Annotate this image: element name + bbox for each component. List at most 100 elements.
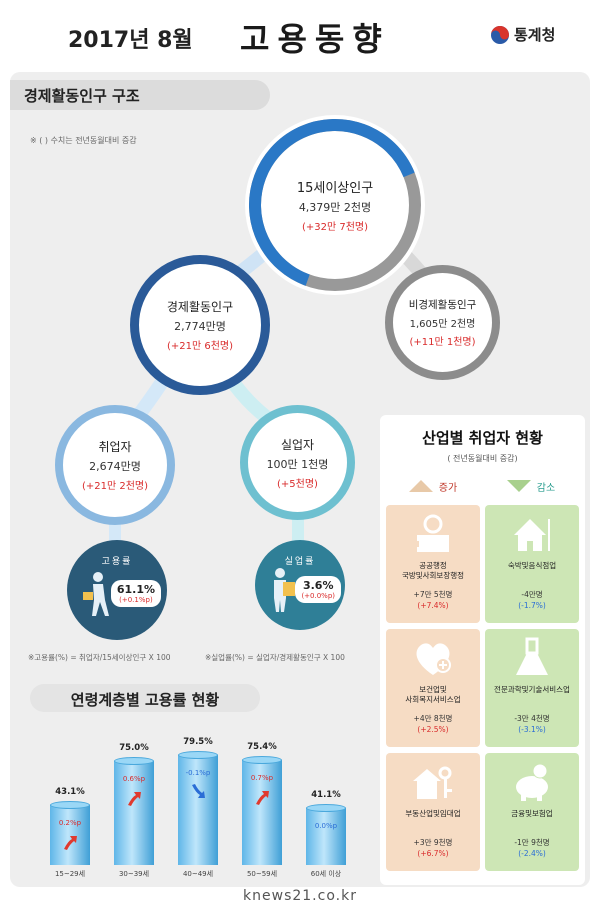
age-delta-label: 0.6%p	[122, 775, 146, 783]
trend-down-arrow-icon	[192, 784, 205, 798]
employed-change: (+21만 2천명)	[81, 481, 149, 492]
change-note: ※ ( ) 수치는 전년동월대비 증감	[30, 136, 137, 145]
age-bar: 75.0% 0.6%p 30~39세	[114, 715, 154, 885]
industry-change-value: +7만 5천명	[413, 590, 453, 599]
trend-up-arrow-icon	[128, 792, 141, 806]
age-bar: 79.5% -0.1%p 40~49세	[178, 715, 218, 885]
industry-name: 전문과학및기술서비스업	[494, 685, 570, 694]
trend-up-arrow-icon	[256, 791, 269, 805]
papers-icon	[417, 514, 449, 552]
employment-rate-label: 고용률	[101, 557, 133, 567]
industry-change-pct: (-3.1%)	[518, 725, 546, 734]
restaurant-icon	[514, 519, 550, 551]
age-rate-label: 75.0%	[119, 743, 149, 753]
population-15plus-value: 4,379만 2천명	[298, 201, 372, 214]
age-category-label: 60세 이상	[310, 870, 342, 878]
age-delta-label: 0.7%p	[250, 774, 274, 782]
industry-name: 부동산업및임대업	[405, 809, 461, 818]
statistics-korea-logo[interactable]: 통계청	[490, 24, 555, 45]
age-delta-label: 0.2%p	[58, 819, 82, 827]
age-bar-top	[114, 757, 154, 765]
econ-inactive-change: (+11만 1천명)	[409, 337, 476, 348]
heart-care-icon	[416, 643, 451, 675]
employment-rate-box: 61.1% (+0.1%p)	[110, 580, 161, 607]
econ-inactive-value: 1,605만 2천명	[409, 319, 476, 330]
triangle-down-icon	[506, 480, 531, 492]
age-delta-label: 0.0%p	[314, 822, 338, 830]
age-bar-body	[242, 760, 282, 865]
job-seeker-icon	[274, 568, 295, 612]
employed-value: 2,674만명	[89, 460, 141, 473]
unemployment-rate-formula: ※실업률(%) = 실업자/경제활동인구 X 100	[205, 653, 345, 662]
age-employment-chart: 43.1% 0.2%p 15~29세 75.0% 0.6%p 30~39세 79.5% -0.…	[20, 715, 365, 878]
unemployed-change: (+5천명)	[277, 478, 318, 490]
industry-subtitle: ( 전년동월대비 증감)	[447, 454, 518, 463]
industry-tile: 부동산업및임대업 +3만 9천명 (+6.7%)	[386, 753, 480, 871]
unemployment-rate-delta: (+0.0%p)	[301, 592, 335, 600]
employment-rate-circle: 고용률 61.1% (+0.1%p)	[67, 540, 167, 640]
increase-label: 증가	[438, 482, 458, 494]
employed-circle: 취업자 2,674만명 (+21만 2천명)	[55, 405, 175, 525]
industry-change-pct: (+7.4%)	[417, 601, 449, 610]
flask-icon	[516, 637, 548, 675]
population-15plus-label: 15세이상인구	[296, 181, 374, 196]
trend-up-arrow-icon	[64, 836, 77, 850]
unemployed-label: 실업자	[280, 437, 315, 452]
industry-name: 보건업및 사회복지서비스업	[405, 685, 461, 704]
industry-panel: 산업별 취업자 현황 ( 전년동월대비 증감) 증가 감소 공공행정 국방및사회…	[380, 415, 585, 885]
industry-change-pct: (+2.5%)	[417, 725, 449, 734]
age-bar: 41.1% 0.0%p 60세 이상	[306, 715, 346, 885]
population-15plus-change: (+32만 7천명)	[301, 222, 369, 233]
age-bar-top	[178, 751, 218, 759]
age-category-label: 15~29세	[54, 870, 86, 878]
increase-header: 증가	[388, 473, 478, 499]
industry-tile: 숙박및음식점업 -4만명 (-1.7%)	[485, 505, 579, 623]
econ-active-label: 경제활동인구	[166, 300, 234, 314]
industry-change-pct: (-2.4%)	[518, 849, 546, 858]
age-rate-label: 43.1%	[55, 787, 85, 797]
industry-name: 숙박및음식점업	[507, 561, 557, 570]
age-rate-label: 79.5%	[183, 737, 213, 747]
industry-change-value: -4만명	[521, 590, 543, 599]
header: 2017년 8월 고용동향 통계청	[0, 0, 600, 72]
page-title: 고용동향	[240, 20, 390, 58]
unemployment-rate-circle: 실업률 3.6% (+0.0%p)	[255, 540, 345, 630]
industry-title: 산업별 취업자 현황	[422, 429, 543, 447]
industry-change-pct: (-1.7%)	[518, 601, 546, 610]
age-bar: 43.1% 0.2%p 15~29세	[50, 715, 90, 885]
age-delta-label: -0.1%p	[185, 769, 211, 777]
industry-name: 금융및보험업	[511, 809, 553, 818]
unemployment-rate-box: 3.6% (+0.0%p)	[295, 576, 341, 603]
econ-active-change: (+21만 6천명)	[166, 341, 234, 352]
econ-active-value: 2,774만명	[174, 320, 226, 333]
industry-change-value: +3만 9천명	[413, 838, 453, 847]
decrease-label: 감소	[536, 482, 556, 494]
age-rate-label: 75.4%	[247, 742, 277, 752]
economically-inactive-circle: 비경제활동인구 1,605만 2천명 (+11만 1천명)	[385, 265, 500, 380]
report-date: 2017년 8월	[68, 28, 193, 53]
running-worker-icon	[83, 572, 109, 616]
watermark-url: knews21.co.kr	[243, 888, 357, 904]
age-bar: 75.4% 0.7%p 50~59세	[242, 715, 282, 885]
age-bar-body	[178, 755, 218, 865]
decrease-header: 감소	[486, 473, 576, 499]
industry-change-value: +4만 8천명	[413, 714, 453, 723]
taegeuk-logo-icon	[491, 25, 509, 44]
industry-change-pct: (+6.7%)	[417, 849, 449, 858]
employment-rate-delta: (+0.1%p)	[119, 596, 153, 604]
econ-inactive-label: 비경제활동인구	[408, 299, 477, 311]
age-category-label: 40~49세	[182, 870, 214, 878]
logo-text: 통계청	[514, 26, 556, 44]
age-category-label: 30~39세	[118, 870, 150, 878]
age-bar-body	[50, 805, 90, 865]
unemployed-value: 100만 1천명	[266, 457, 329, 471]
age-bar-body	[306, 808, 346, 865]
industry-tile: 보건업및 사회복지서비스업 +4만 8천명 (+2.5%)	[386, 629, 480, 747]
industry-tile: 전문과학및기술서비스업 -3만 4천명 (-3.1%)	[485, 629, 579, 747]
age-bar-top	[242, 756, 282, 764]
unemployment-rate-label: 실업률	[284, 557, 316, 567]
industry-tile: 공공행정 국방및사회보장행정 +7만 5천명 (+7.4%)	[386, 505, 480, 623]
employment-rate-value: 61.1%	[116, 583, 155, 596]
age-rate-label: 41.1%	[311, 790, 341, 800]
age-bar-top	[306, 804, 346, 812]
